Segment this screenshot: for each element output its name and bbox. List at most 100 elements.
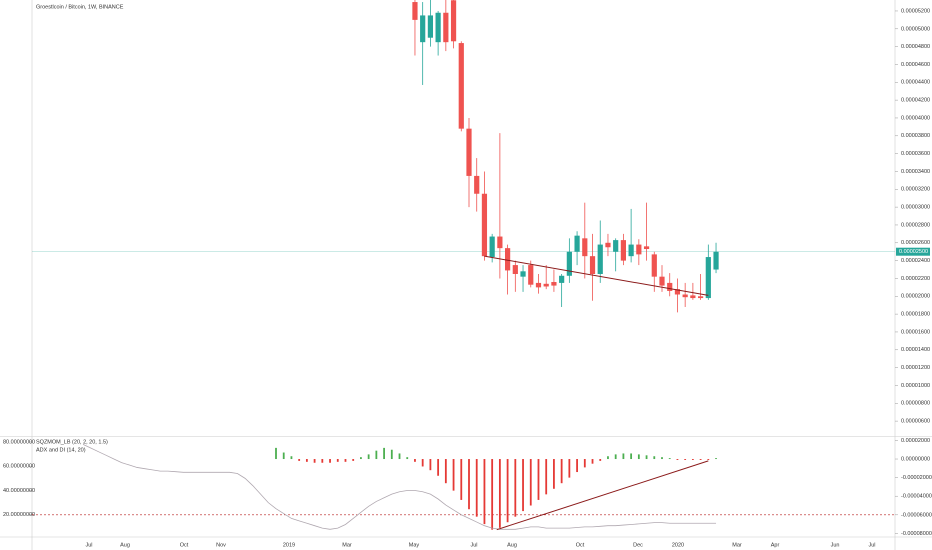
x-tick-label: Dec: [633, 542, 643, 548]
x-tick-label: Aug: [120, 542, 130, 548]
candle-body: [651, 254, 657, 277]
y-tick-label: 80.00000000: [3, 439, 35, 445]
y-tick-label: 0.00003800: [901, 133, 930, 139]
candle-body: [566, 251, 572, 276]
x-tick-label: Oct: [576, 542, 585, 548]
momentum-bar: [684, 459, 687, 460]
candle-body: [474, 175, 480, 194]
y-tick-label: 0.00005200: [901, 8, 930, 14]
candle-body: [613, 240, 619, 252]
momentum-bar: [607, 456, 609, 460]
momentum-bar: [398, 453, 401, 460]
candle-body: [582, 238, 588, 257]
momentum-bar: [491, 459, 494, 530]
candle-body: [559, 275, 565, 283]
momentum-bar: [560, 459, 563, 484]
momentum-bar: [329, 459, 331, 463]
momentum-bar: [313, 459, 316, 463]
x-tick-label: 2019: [283, 542, 295, 548]
indicator-trendline: [496, 460, 709, 531]
chart-title: Groestlcoin / Bitcoin, 1W, BINANCE: [36, 4, 124, 10]
y-tick-label: 0.00003200: [901, 187, 930, 193]
momentum-bar: [599, 459, 602, 461]
momentum-bar: [637, 454, 640, 460]
momentum-bar: [406, 457, 409, 460]
candle-body: [667, 282, 673, 291]
momentum-bar: [591, 459, 594, 464]
momentum-bar: [275, 447, 277, 460]
y-tick-label: 0.00002800: [901, 222, 930, 228]
momentum-bar: [545, 459, 548, 495]
x-tick-label: 2020: [672, 542, 684, 548]
momentum-bar: [444, 459, 447, 484]
indicator-label: SQZMOM_LB (20, 2, 20, 1.5): [36, 439, 108, 445]
candle-body: [543, 283, 549, 287]
y-tick-label: 0.00005000: [901, 26, 930, 32]
y2-tick-label: 0.00000000: [901, 456, 930, 462]
y-tick-label: 20.00000000: [3, 512, 35, 518]
candle-body: [520, 271, 526, 277]
momentum-bar: [390, 449, 393, 460]
candle-body: [682, 294, 688, 298]
indicator-label: ADX and DI (14, 20): [36, 447, 86, 453]
candle-body: [427, 15, 433, 38]
x-tick-label: Jul: [85, 542, 92, 548]
y-tick-label: 0.00001200: [901, 365, 930, 371]
candle-body: [528, 265, 534, 285]
y-tick-label: 0.00000600: [901, 419, 930, 425]
y-tick-label: 0.00004400: [901, 80, 930, 86]
momentum-bar: [460, 459, 463, 500]
momentum-bar: [506, 459, 509, 523]
candle-body: [412, 2, 418, 20]
candle-body: [435, 12, 441, 43]
momentum-bar: [305, 459, 308, 462]
y-tick-label: 0.00002400: [901, 258, 930, 264]
y2-tick-label: -0.00002000: [901, 475, 932, 481]
y-tick-label: 40.00000000: [3, 488, 35, 494]
y-tick-label: 0.00000800: [901, 401, 930, 407]
momentum-bar: [290, 456, 293, 460]
x-tick-label: Aug: [507, 542, 517, 548]
momentum-bar: [475, 459, 478, 517]
momentum-bar: [568, 459, 571, 478]
y-tick-label: 0.00003600: [901, 151, 930, 157]
x-tick-label: Apr: [771, 542, 780, 548]
momentum-bar: [630, 453, 633, 460]
momentum-bar: [514, 459, 517, 517]
x-tick-label: Mar: [342, 542, 352, 548]
candle-body: [690, 295, 696, 299]
x-tick-label: Nov: [216, 542, 226, 548]
y-tick-label: 0.00002000: [901, 294, 930, 300]
candle-body: [551, 282, 557, 286]
trendline: [484, 255, 709, 296]
momentum-bar: [614, 454, 617, 460]
momentum-bar: [414, 459, 416, 462]
x-tick-label: Mar: [732, 542, 742, 548]
candle-body: [643, 246, 650, 250]
momentum-bar: [336, 459, 339, 462]
candle-body: [674, 289, 681, 295]
y-tick-label: 0.00002600: [901, 240, 930, 246]
candle-body: [512, 265, 518, 274]
x-tick-label: Jul: [868, 542, 875, 548]
y-tick-label: 0.00001400: [901, 347, 930, 353]
candle-body: [466, 128, 472, 176]
candle-body: [628, 244, 634, 257]
x-tick-label: Oct: [180, 542, 189, 548]
candle-body: [605, 242, 611, 248]
momentum-bar: [352, 459, 355, 461]
momentum-bar: [653, 456, 656, 460]
candle-body: [497, 236, 503, 249]
candle-body: [705, 257, 711, 299]
candle-body: [443, 12, 449, 43]
x-tick-label: Jul: [470, 542, 477, 548]
y-tick-label: 0.00002200: [901, 276, 930, 282]
candle-body: [420, 15, 426, 43]
momentum-bar: [707, 459, 710, 460]
y2-tick-label: 0.00002000: [901, 438, 930, 444]
momentum-bar: [715, 458, 717, 460]
candle-body: [489, 236, 495, 258]
candle-body: [713, 251, 719, 270]
momentum-bar: [661, 457, 663, 460]
